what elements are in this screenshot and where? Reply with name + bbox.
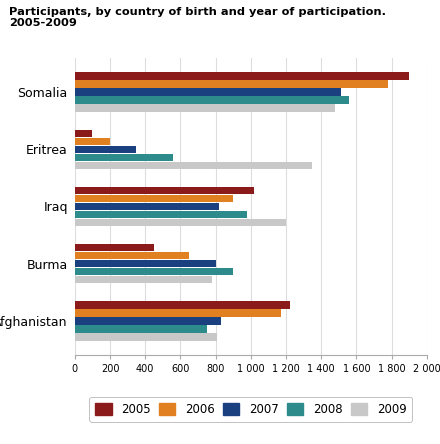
- Text: Participants, by country of birth and year of participation. 2005-2009: Participants, by country of birth and ye…: [9, 7, 386, 28]
- Bar: [75, 325, 207, 333]
- Bar: [75, 244, 154, 251]
- Legend: 2005, 2006, 2007, 2008, 2009: 2005, 2006, 2007, 2008, 2009: [89, 397, 412, 422]
- Bar: [75, 195, 233, 202]
- Bar: [75, 162, 312, 169]
- Bar: [75, 138, 110, 145]
- Bar: [75, 96, 349, 104]
- Bar: [75, 211, 247, 218]
- Bar: [75, 88, 341, 96]
- Bar: [75, 154, 173, 161]
- Bar: [75, 146, 136, 153]
- Bar: [75, 219, 286, 226]
- Bar: [75, 317, 221, 325]
- Bar: [75, 104, 335, 112]
- Bar: [75, 276, 212, 283]
- Bar: [75, 260, 216, 267]
- Bar: [75, 301, 290, 309]
- Bar: [75, 252, 189, 259]
- Bar: [75, 309, 281, 317]
- Bar: [75, 187, 254, 194]
- Bar: [75, 72, 409, 80]
- Bar: [75, 130, 92, 137]
- Bar: [75, 203, 219, 210]
- Bar: [75, 333, 217, 341]
- Bar: [75, 268, 233, 275]
- Bar: [75, 80, 388, 88]
